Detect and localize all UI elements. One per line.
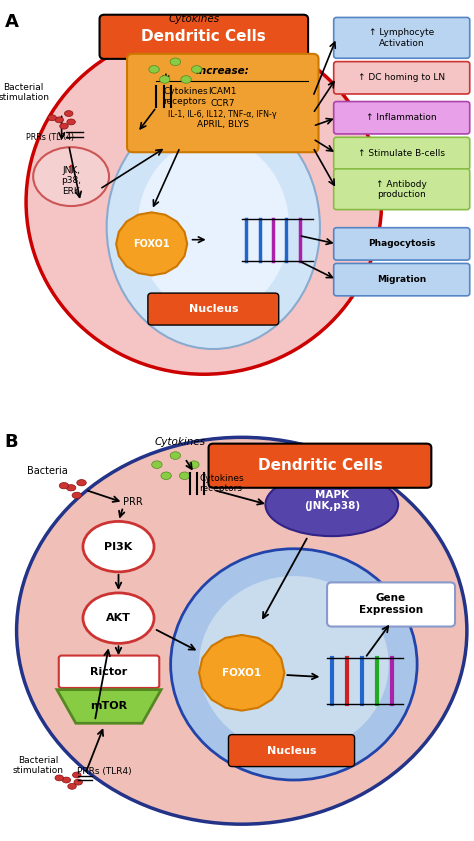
Ellipse shape	[149, 66, 159, 73]
Ellipse shape	[73, 772, 81, 778]
Text: PRR: PRR	[123, 498, 143, 507]
Ellipse shape	[171, 548, 417, 780]
Ellipse shape	[77, 479, 86, 486]
Ellipse shape	[55, 775, 64, 780]
Text: ↑: ↑	[66, 164, 76, 177]
Ellipse shape	[55, 117, 64, 123]
Text: Bacterial
stimulation: Bacterial stimulation	[12, 755, 64, 775]
Text: Dendritic Cells: Dendritic Cells	[257, 458, 383, 473]
Ellipse shape	[191, 66, 202, 73]
Text: Dendritic Cells: Dendritic Cells	[141, 29, 266, 44]
FancyBboxPatch shape	[327, 582, 455, 627]
Text: ↑ DC homing to LN: ↑ DC homing to LN	[358, 73, 445, 82]
Text: ICAM1: ICAM1	[209, 87, 237, 96]
Text: MAPK
(JNK,p38): MAPK (JNK,p38)	[304, 489, 360, 511]
Text: IL-1, IL-6, IL12, TNF-α, IFN-γ: IL-1, IL-6, IL12, TNF-α, IFN-γ	[168, 110, 277, 119]
Text: Increase:: Increase:	[196, 66, 250, 77]
Ellipse shape	[74, 779, 82, 785]
Ellipse shape	[107, 105, 320, 349]
Ellipse shape	[17, 437, 467, 824]
Text: CCR7: CCR7	[210, 98, 235, 108]
Ellipse shape	[181, 76, 191, 83]
Ellipse shape	[265, 473, 398, 537]
Ellipse shape	[159, 76, 170, 83]
Text: Rictor: Rictor	[91, 667, 128, 676]
Text: ↑ Lymphocyte
Activation: ↑ Lymphocyte Activation	[369, 28, 434, 48]
FancyBboxPatch shape	[334, 102, 470, 134]
Ellipse shape	[170, 58, 181, 66]
Ellipse shape	[62, 777, 71, 783]
Text: Phagocytosis: Phagocytosis	[368, 240, 436, 248]
Text: FOXO1: FOXO1	[133, 239, 170, 249]
Ellipse shape	[59, 483, 69, 489]
Text: PI3K: PI3K	[104, 542, 133, 552]
Ellipse shape	[152, 461, 162, 468]
Text: Cytokines
receptors: Cytokines receptors	[164, 87, 208, 107]
FancyBboxPatch shape	[59, 656, 159, 688]
Text: Nucleus: Nucleus	[189, 304, 238, 314]
FancyBboxPatch shape	[127, 54, 319, 152]
Ellipse shape	[137, 139, 289, 315]
Text: Cytokines: Cytokines	[155, 436, 206, 447]
FancyBboxPatch shape	[334, 263, 470, 296]
Ellipse shape	[72, 492, 82, 499]
Ellipse shape	[68, 784, 76, 789]
Ellipse shape	[189, 461, 199, 468]
Ellipse shape	[33, 147, 109, 206]
Text: APRIL, BLYS: APRIL, BLYS	[197, 120, 249, 130]
Text: Bacterial
stimulation: Bacterial stimulation	[0, 82, 49, 103]
Text: ↑ Inflammation: ↑ Inflammation	[366, 114, 437, 122]
FancyBboxPatch shape	[334, 228, 470, 260]
Ellipse shape	[170, 452, 181, 459]
Text: A: A	[5, 13, 18, 30]
Text: ↑ Stimulate B-cells: ↑ Stimulate B-cells	[358, 149, 445, 158]
Ellipse shape	[48, 114, 56, 121]
Ellipse shape	[64, 110, 73, 116]
Ellipse shape	[161, 472, 172, 479]
Text: mTOR: mTOR	[91, 701, 128, 711]
Ellipse shape	[67, 119, 75, 124]
FancyBboxPatch shape	[148, 294, 279, 325]
Text: PRRs (TLR4): PRRs (TLR4)	[26, 134, 74, 142]
Text: ↑ Antibody
production: ↑ Antibody production	[376, 179, 427, 199]
FancyBboxPatch shape	[334, 18, 470, 58]
Text: Cytokines
receptors: Cytokines receptors	[199, 473, 244, 494]
Text: B: B	[5, 433, 18, 451]
FancyBboxPatch shape	[228, 735, 355, 767]
FancyBboxPatch shape	[334, 61, 470, 94]
Ellipse shape	[83, 593, 154, 643]
Ellipse shape	[199, 576, 389, 753]
FancyBboxPatch shape	[209, 444, 431, 488]
FancyBboxPatch shape	[334, 169, 470, 209]
Text: AKT: AKT	[106, 613, 131, 623]
Text: Migration: Migration	[377, 275, 426, 284]
Ellipse shape	[179, 472, 190, 479]
Ellipse shape	[83, 521, 154, 572]
Text: Bacteria: Bacteria	[27, 466, 68, 476]
Text: Nucleus: Nucleus	[267, 746, 316, 755]
Ellipse shape	[66, 484, 76, 491]
Ellipse shape	[26, 29, 382, 374]
Text: PRRs (TLR4): PRRs (TLR4)	[77, 767, 132, 776]
Text: Gene
Expression: Gene Expression	[359, 594, 423, 615]
Text: JNK,
p38,
ERK: JNK, p38, ERK	[61, 166, 81, 196]
FancyBboxPatch shape	[100, 15, 308, 59]
Ellipse shape	[60, 124, 68, 129]
FancyBboxPatch shape	[334, 137, 470, 170]
Polygon shape	[57, 690, 161, 723]
Text: FOXO1: FOXO1	[222, 668, 261, 678]
Text: Cytokines: Cytokines	[169, 14, 220, 24]
